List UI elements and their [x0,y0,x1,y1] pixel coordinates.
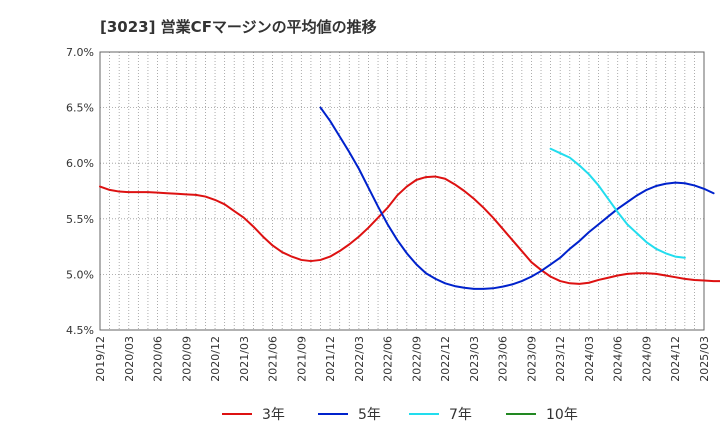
x-tick-label: 2021/12 [324,336,337,382]
x-tick-label: 2025/03 [698,336,711,382]
x-tick-label: 2021/09 [295,336,308,382]
y-tick-label: 5.5% [66,213,94,226]
y-tick-label: 7.0% [66,46,94,59]
legend-label: 3年 [262,407,285,423]
legend-label: 7年 [449,407,472,423]
series-line-5年 [319,106,715,290]
x-tick-label: 2022/03 [353,336,366,382]
x-tick-label: 2024/12 [669,336,682,382]
x-tick-label: 2022/12 [439,336,452,382]
x-tick-label: 2021/03 [238,336,251,382]
legend: 3年 5年 7年 10年 [222,407,578,423]
x-tick-label: 2024/09 [640,336,653,382]
y-tick-label: 6.0% [66,157,94,170]
y-tick-label: 5.0% [66,268,94,281]
legend-label: 10年 [546,407,578,423]
y-tick-label: 4.5% [66,324,94,337]
x-tick-label: 2022/06 [382,336,395,382]
legend-label: 5年 [358,407,381,423]
x-tick-label: 2021/06 [267,336,280,382]
plot-area-frame [99,51,705,331]
grid [100,52,704,330]
x-tick-label: 2024/06 [612,336,625,382]
y-tick-label: 6.5% [66,102,94,115]
x-tick-label: 2020/12 [209,336,222,382]
series-lines [99,106,720,290]
x-tick-label: 2020/09 [180,336,193,382]
x-tick-label: 2023/03 [468,336,481,382]
x-tick-label: 2022/09 [410,336,423,382]
x-tick-label: 2023/09 [525,336,538,382]
x-tick-label: 2023/06 [497,336,510,382]
series-line-3年 [99,175,720,285]
x-tick-label: 2019/12 [94,336,107,382]
x-tick-label: 2023/12 [554,336,567,382]
x-tick-label: 2020/06 [152,336,165,382]
x-axis: 2019/12 2020/03 2020/06 2020/09 2020/12 2021/… [94,336,711,382]
series-line-7年 [549,147,686,259]
y-axis: 7.0% 6.5% 6.0% 5.5% 5.0% 4.5% [66,46,94,337]
x-tick-label: 2020/03 [123,336,136,382]
chart-title: [3023] 営業CFマージンの平均値の推移 [100,18,377,36]
x-tick-label: 2024/03 [583,336,596,382]
